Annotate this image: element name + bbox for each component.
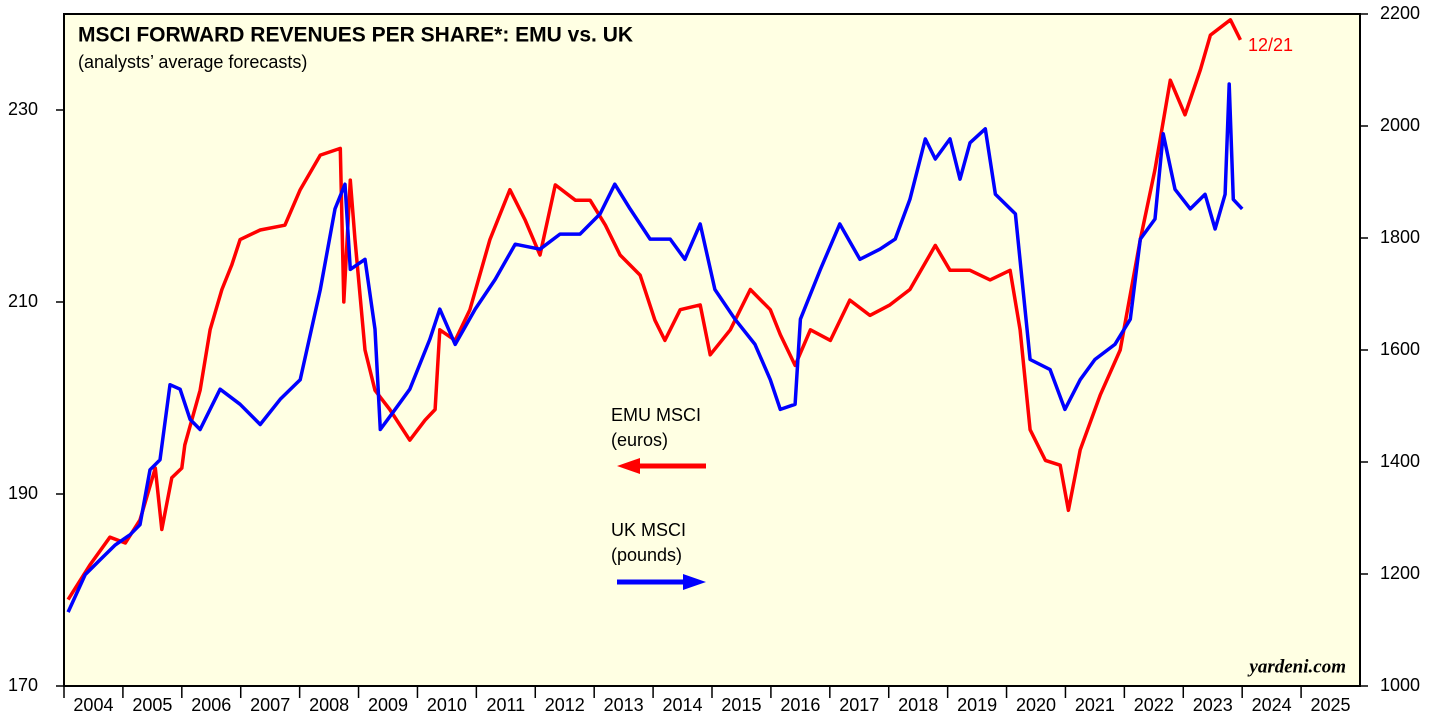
- x-tick-label: 2007: [250, 695, 290, 715]
- y-tick-label: 230: [8, 99, 38, 119]
- y-tick-label: 190: [8, 483, 38, 503]
- y2-tick-label: 1200: [1380, 563, 1420, 583]
- x-tick-label: 2006: [191, 695, 231, 715]
- y2-tick-label: 1400: [1380, 451, 1420, 471]
- x-tick-label: 2025: [1311, 695, 1351, 715]
- y2-tick-label: 2200: [1380, 3, 1420, 23]
- y2-tick-label: 1800: [1380, 227, 1420, 247]
- legend-label: UK MSCI: [611, 520, 686, 540]
- x-tick-label: 2018: [898, 695, 938, 715]
- x-tick-label: 2016: [780, 695, 820, 715]
- y-tick-label: 170: [8, 675, 38, 695]
- legend-label: (pounds): [611, 545, 682, 565]
- x-tick-label: 2023: [1193, 695, 1233, 715]
- y2-tick-label: 1000: [1380, 675, 1420, 695]
- x-tick-label: 2013: [604, 695, 644, 715]
- chart-title: MSCI FORWARD REVENUES PER SHARE*: EMU vs…: [78, 24, 633, 47]
- x-tick-label: 2014: [663, 695, 703, 715]
- date-label: 12/21: [1248, 35, 1293, 55]
- legend-arrowhead: [683, 574, 706, 590]
- x-tick-label: 2008: [309, 695, 349, 715]
- x-tick-label: 2009: [368, 695, 408, 715]
- y2-tick-label: 2000: [1380, 115, 1420, 135]
- legend-label: (euros): [611, 430, 668, 450]
- y2-tick-label: 1600: [1380, 339, 1420, 359]
- x-tick-label: 2004: [73, 695, 113, 715]
- y-tick-label: 210: [8, 291, 38, 311]
- x-tick-label: 2020: [1016, 695, 1056, 715]
- x-tick-label: 2019: [957, 695, 997, 715]
- x-tick-label: 2005: [132, 695, 172, 715]
- source-label: yardeni.com: [1247, 656, 1346, 677]
- x-tick-label: 2012: [545, 695, 585, 715]
- x-tick-label: 2017: [839, 695, 879, 715]
- data-line: [66, 18, 1242, 601]
- chart-subtitle: (analysts’ average forecasts): [78, 52, 307, 72]
- data-line: [66, 82, 1244, 613]
- legend-label: EMU MSCI: [611, 405, 701, 425]
- x-tick-label: 2011: [486, 695, 525, 715]
- x-tick-label: 2010: [427, 695, 467, 715]
- legend-arrowhead: [617, 458, 640, 474]
- x-tick-label: 2021: [1075, 695, 1115, 715]
- x-tick-label: 2022: [1134, 695, 1174, 715]
- x-tick-label: 2015: [721, 695, 761, 715]
- x-tick-label: 2024: [1252, 695, 1292, 715]
